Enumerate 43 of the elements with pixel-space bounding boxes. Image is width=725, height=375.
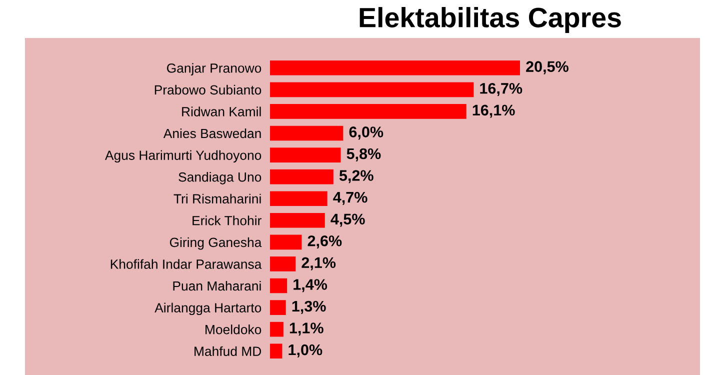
y-tick-label: Agus Harimurti Yudhoyono (104, 150, 262, 163)
y-tick-label: Tri Rismaharini (174, 194, 261, 204)
bar (270, 278, 288, 294)
bar (270, 60, 520, 76)
bar (270, 126, 344, 141)
bar (270, 191, 328, 206)
bar (270, 322, 284, 337)
data-label: 5,2% (339, 170, 374, 184)
data-label: 1,3% (292, 300, 326, 314)
y-tick-label: Erick Thohir (192, 216, 262, 226)
y-tick-label: Ganjar Pranowo (166, 63, 262, 76)
data-label: 1,0% (288, 344, 322, 358)
bar (270, 344, 282, 359)
data-label: 2,1% (302, 257, 336, 270)
data-label: 16,1% (472, 104, 515, 118)
bar (270, 234, 302, 250)
y-tick-label: Sandiaga Uno (178, 172, 262, 184)
data-label: 16,7% (480, 82, 522, 96)
y-tick-label: Khofifah Indar Parawansa (110, 259, 262, 269)
data-label: 4,5% (330, 214, 365, 227)
y-tick-label: Ridwan Kamil (182, 106, 261, 116)
data-label: 6,0% (349, 126, 384, 140)
bar (270, 256, 296, 272)
y-tick-label: Puan Maharani (173, 280, 261, 291)
data-label: 20,5% (526, 61, 568, 74)
data-label: 1,1% (290, 322, 324, 336)
y-tick-label: Mahfud MD (194, 346, 262, 356)
chart-title: Elektabilitas Capres (360, 7, 621, 33)
y-tick-label: Prabowo Subianto (154, 84, 262, 95)
y-tick-label: Airlangga Hartarto (154, 302, 262, 316)
data-label: 4,7% (333, 192, 368, 205)
bar (270, 212, 325, 228)
data-label: 1,4% (294, 279, 328, 292)
bar (270, 169, 334, 184)
bar (270, 300, 286, 315)
y-tick-label: Giring Ganesha (170, 237, 262, 250)
bar (270, 148, 341, 162)
y-tick-label: Moeldoko (206, 324, 262, 334)
bar (270, 82, 474, 98)
data-label: 5,8% (346, 148, 381, 162)
y-tick-label: Anies Baswedan (163, 128, 261, 138)
bar (270, 104, 466, 119)
data-label: 2,6% (308, 235, 342, 248)
